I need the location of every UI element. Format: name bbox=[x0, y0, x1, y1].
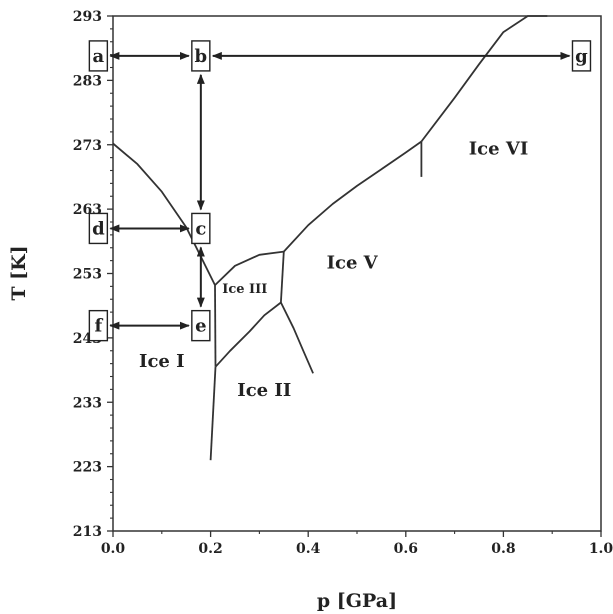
state-point-boxes: a b g c d e f bbox=[88, 40, 592, 342]
state-label: c bbox=[195, 218, 206, 239]
phase-label-ice-i: Ice I bbox=[139, 351, 185, 372]
y-tick-label: 253 bbox=[73, 267, 102, 283]
x-axis-title: p [GPa] bbox=[317, 590, 397, 612]
state-point-c: c bbox=[191, 212, 211, 245]
state-point-b: b bbox=[191, 40, 211, 72]
phase-label-ice-ii: Ice II bbox=[237, 380, 291, 401]
state-box bbox=[571, 40, 592, 72]
x-tick-label: 0.8 bbox=[491, 541, 515, 557]
x-tick-label: 0.0 bbox=[101, 541, 126, 557]
phase-label-ice-vi: Ice VI bbox=[469, 138, 528, 159]
x-tick-labels: 0.0 0.2 0.4 0.6 0.8 1.0 bbox=[101, 541, 613, 557]
state-label: a bbox=[93, 46, 105, 67]
boundary-ice-i-iii bbox=[214, 285, 217, 367]
state-box bbox=[191, 212, 211, 245]
boundary-ice-i-liquid bbox=[112, 142, 216, 286]
state-label: d bbox=[92, 218, 105, 239]
phase-labels: Ice I Ice II Ice III Ice V Ice VI bbox=[139, 138, 528, 400]
boundary-ice-iii-liquid bbox=[214, 250, 284, 286]
y-tick-label: 273 bbox=[73, 138, 102, 154]
y-tick-label: 293 bbox=[73, 9, 102, 25]
x-tick-label: 1.0 bbox=[589, 541, 613, 557]
y-tick-label: 283 bbox=[73, 73, 102, 89]
boundary-ice-iii-v bbox=[280, 251, 285, 303]
state-point-a: a bbox=[88, 40, 109, 72]
state-point-e: e bbox=[191, 309, 211, 342]
state-label: e bbox=[195, 316, 206, 337]
boundary-ice-ii-v bbox=[280, 302, 314, 374]
axis-ticks bbox=[107, 15, 602, 537]
phase-boundaries bbox=[112, 15, 548, 461]
phase-label-ice-iii: Ice III bbox=[222, 282, 267, 297]
state-box bbox=[88, 212, 109, 245]
boundary-ice-vi-liquid bbox=[420, 15, 548, 143]
state-label: g bbox=[575, 46, 588, 67]
state-label: b bbox=[195, 46, 208, 67]
y-tick-label: 233 bbox=[73, 395, 102, 411]
state-box bbox=[88, 309, 109, 342]
state-point-d: d bbox=[88, 212, 109, 245]
boundary-ice-v-liquid bbox=[283, 140, 422, 253]
x-tick-label: 0.6 bbox=[394, 541, 418, 557]
x-tick-label: 0.4 bbox=[296, 541, 321, 557]
boundary-ice-iii-ii bbox=[214, 301, 282, 368]
y-axis-title: T [K] bbox=[8, 245, 30, 300]
state-box bbox=[191, 309, 211, 342]
state-path-arrows bbox=[109, 51, 571, 330]
y-tick-label: 213 bbox=[73, 524, 102, 540]
phase-label-ice-v: Ice V bbox=[327, 252, 379, 273]
y-tick-label: 223 bbox=[73, 460, 102, 476]
boundary-ice-i-ii bbox=[209, 366, 217, 461]
plot-frame bbox=[112, 15, 602, 532]
state-point-g: g bbox=[571, 40, 592, 72]
state-box bbox=[88, 40, 109, 72]
state-point-f: f bbox=[88, 309, 109, 342]
state-label: f bbox=[94, 316, 103, 337]
state-box bbox=[191, 40, 211, 72]
x-tick-label: 0.2 bbox=[198, 541, 222, 557]
